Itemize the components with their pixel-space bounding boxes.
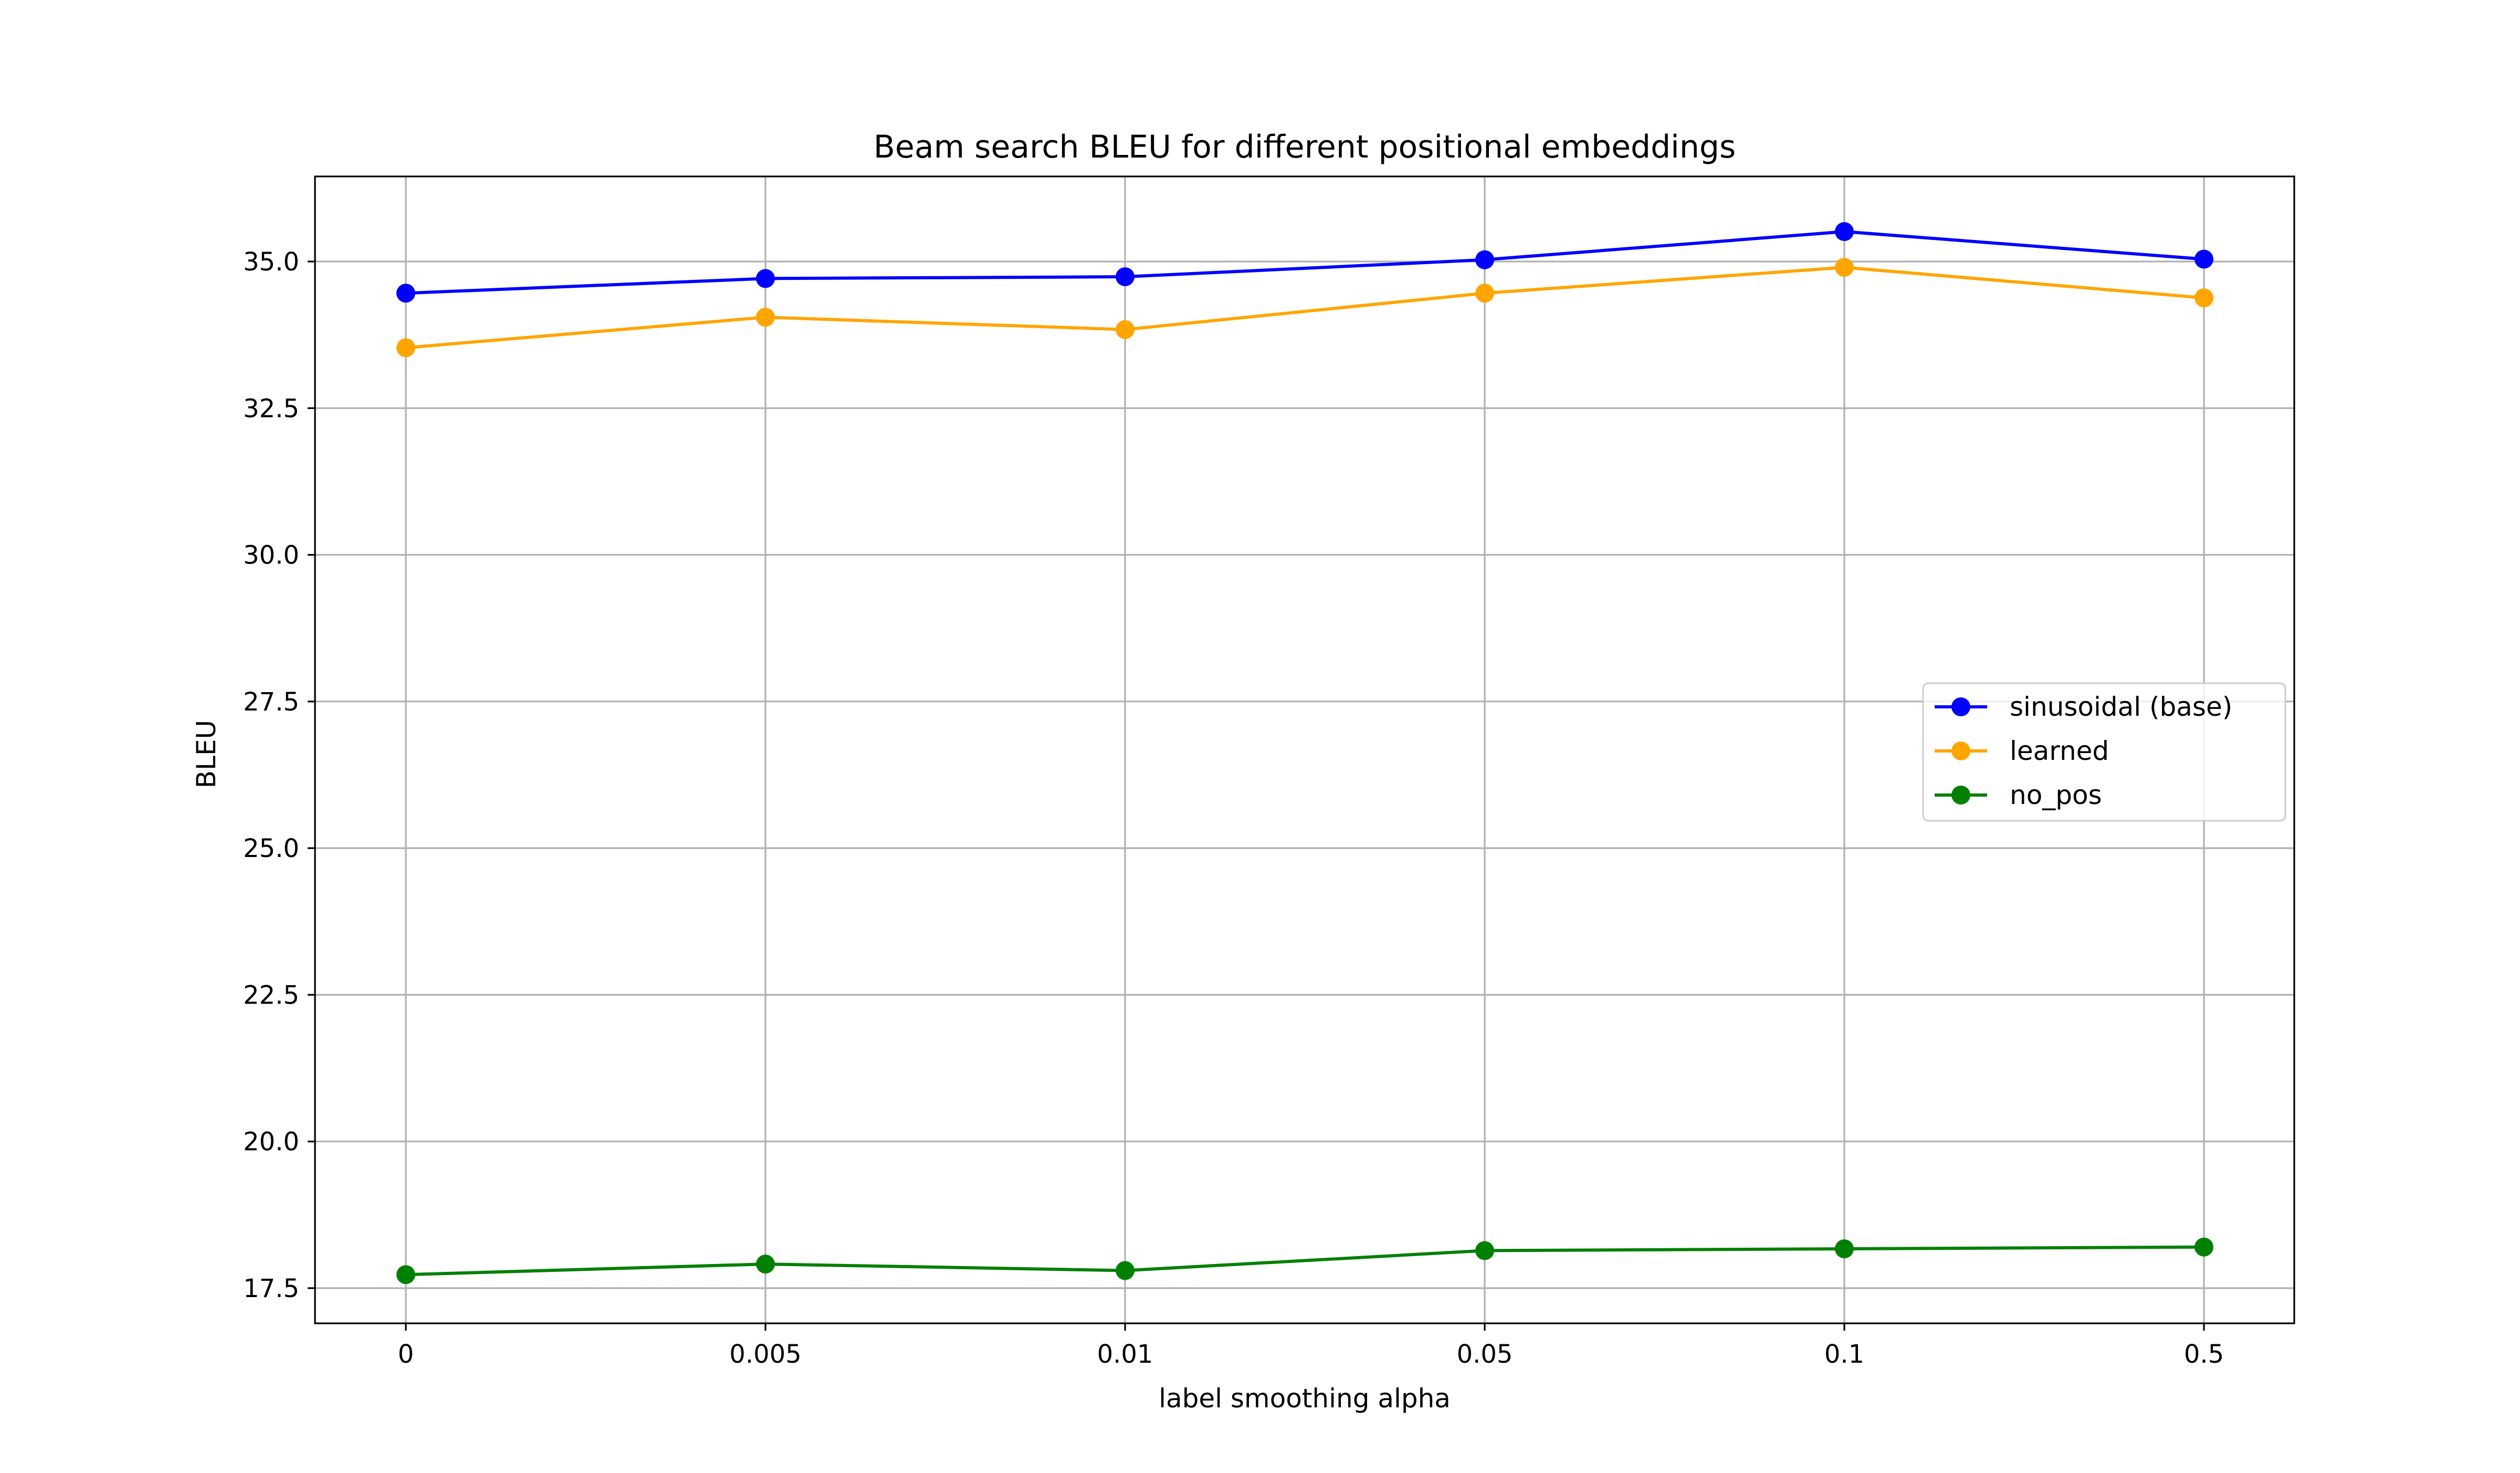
data-point bbox=[396, 284, 415, 303]
data-point bbox=[1475, 250, 1494, 269]
legend-marker bbox=[1951, 786, 1970, 805]
data-point bbox=[1835, 258, 1854, 277]
series-line bbox=[405, 230, 2204, 295]
data-point bbox=[1835, 1239, 1854, 1259]
y-tick-label: 32.5 bbox=[243, 394, 299, 423]
y-tick-label: 20.0 bbox=[243, 1127, 299, 1157]
data-point bbox=[756, 308, 775, 327]
series-1 bbox=[396, 258, 2213, 358]
series-layer bbox=[396, 222, 2213, 1284]
data-point bbox=[396, 1265, 415, 1284]
data-point bbox=[2194, 288, 2213, 308]
legend-label: sinusoidal (base) bbox=[2010, 692, 2232, 722]
x-tick-label: 0.005 bbox=[729, 1340, 801, 1369]
x-tick-label: 0.05 bbox=[1457, 1340, 1513, 1369]
data-point bbox=[756, 269, 775, 288]
y-tick-label: 35.0 bbox=[243, 247, 299, 277]
y-axis-label: BLEU bbox=[191, 720, 222, 788]
legend-entry: learned bbox=[1935, 736, 2109, 766]
x-tick-label: 0.01 bbox=[1097, 1340, 1153, 1369]
data-point bbox=[1116, 320, 1135, 339]
data-point bbox=[1835, 222, 1854, 242]
series-line bbox=[405, 1245, 2204, 1277]
y-tick-label: 17.5 bbox=[243, 1274, 299, 1303]
data-point bbox=[1475, 1241, 1494, 1260]
series-2 bbox=[396, 1237, 2213, 1284]
data-point bbox=[2194, 249, 2213, 269]
data-point bbox=[396, 338, 415, 358]
x-tick-label: 0.1 bbox=[1824, 1340, 1864, 1369]
legend-box bbox=[1922, 682, 2286, 822]
data-point bbox=[1116, 1261, 1135, 1280]
chart-title: Beam search BLEU for different positiona… bbox=[874, 129, 1736, 165]
data-point bbox=[1475, 284, 1494, 303]
legend-marker bbox=[1951, 741, 1970, 760]
legend-entry: no_pos bbox=[1935, 780, 2102, 810]
ticks: 0 0.005 0.01 0.05 0.1 0.5 17.5 20.0 22.5 25.0 27.5… bbox=[243, 247, 2224, 1369]
data-point bbox=[2194, 1237, 2213, 1257]
legend: sinusoidal (base) learned no_pos bbox=[1922, 682, 2286, 822]
series-line bbox=[405, 266, 2204, 350]
data-point bbox=[756, 1255, 775, 1274]
y-tick-label: 22.5 bbox=[243, 980, 299, 1010]
legend-marker bbox=[1951, 697, 1970, 716]
x-tick-label: 0 bbox=[398, 1340, 414, 1369]
x-axis-label: label smoothing alpha bbox=[1159, 1383, 1451, 1414]
y-tick-label: 30.0 bbox=[243, 541, 299, 570]
series-0 bbox=[396, 222, 2213, 303]
y-tick-label: 25.0 bbox=[243, 834, 299, 863]
x-tick-label: 0.5 bbox=[2184, 1340, 2224, 1369]
plot-area-frame bbox=[314, 175, 2295, 1324]
legend-entry: sinusoidal (base) bbox=[1935, 692, 2232, 722]
legend-label: no_pos bbox=[2010, 780, 2102, 810]
legend-label: learned bbox=[2010, 736, 2109, 766]
data-point bbox=[1116, 267, 1135, 287]
y-tick-label: 27.5 bbox=[243, 687, 299, 717]
